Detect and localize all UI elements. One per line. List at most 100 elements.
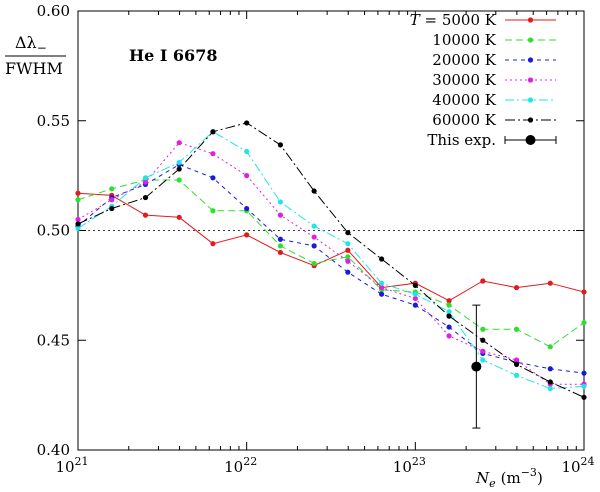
- legend-swatch-point-2: [527, 57, 534, 63]
- data-point: [142, 212, 149, 218]
- data-point: [277, 212, 284, 218]
- data-point: [480, 348, 486, 354]
- data-point: [277, 249, 284, 256]
- data-point: [142, 194, 149, 201]
- experiment-point: [471, 361, 482, 372]
- data-point: [581, 370, 587, 376]
- legend-label-3: 30000 K: [432, 71, 496, 89]
- data-point: [277, 236, 284, 242]
- x-axis-label: Ne (m−3): [475, 466, 543, 490]
- legend: T = 5000 K 10000 K 20000 K 30000 K 40000 K 60…: [410, 11, 557, 149]
- legend-label-rest: = 5000 K: [420, 11, 497, 29]
- data-point: [547, 280, 553, 286]
- data-point: [446, 324, 452, 330]
- x-tick-label-base: 10: [224, 458, 243, 476]
- legend-swatch-point-0: [527, 17, 534, 23]
- data-point: [176, 140, 182, 146]
- legend-label-2: 20000 K: [432, 51, 496, 69]
- data-point: [547, 379, 553, 385]
- data-point: [345, 230, 351, 236]
- data-point: [547, 385, 553, 392]
- series-line-2: [77, 164, 585, 374]
- data-point: [412, 291, 418, 297]
- data-point: [210, 129, 216, 135]
- data-point: [75, 221, 81, 227]
- x-axis-label-subscript: e: [489, 477, 496, 490]
- y-axis-label-numerator: Δλ: [15, 33, 37, 52]
- x-axis-label-units-exp: −3: [521, 466, 537, 479]
- series-line-5: [77, 122, 585, 398]
- data-point: [311, 234, 317, 240]
- data-point: [277, 243, 284, 249]
- chart-annotation: He I 6678: [129, 46, 217, 65]
- svg-text:Δλ−: Δλ−: [15, 33, 47, 55]
- data-point: [446, 298, 452, 304]
- data-point: [176, 166, 182, 172]
- x-tick-label-exp: 23: [412, 455, 426, 468]
- data-point: [345, 247, 351, 253]
- data-point: [277, 142, 284, 148]
- data-point: [513, 372, 520, 378]
- data-point: [176, 177, 182, 183]
- data-point: [244, 205, 250, 212]
- data-point: [412, 282, 418, 288]
- data-point: [345, 254, 351, 260]
- y-tick-label: 0.50: [37, 222, 70, 240]
- experiment-layer: [471, 304, 482, 429]
- data-point: [176, 159, 182, 166]
- data-point: [446, 313, 452, 319]
- series-line-0: [77, 192, 585, 302]
- data-point: [379, 256, 385, 262]
- data-point: [311, 223, 317, 229]
- data-point: [480, 278, 486, 284]
- data-point: [109, 197, 115, 203]
- x-tick-label-exp: 22: [243, 455, 257, 468]
- data-point: [379, 280, 385, 286]
- data-point: [142, 175, 149, 181]
- data-point: [379, 291, 385, 297]
- data-point: [581, 394, 587, 400]
- data-point: [75, 216, 81, 223]
- x-tick-label-exp: 24: [581, 455, 595, 468]
- x-tick-label-exp: 21: [75, 455, 89, 468]
- data-point: [513, 326, 520, 332]
- data-point: [109, 205, 115, 212]
- y-tick-label: 0.60: [37, 2, 70, 20]
- legend-experiment-point: [525, 135, 536, 145]
- data-point: [446, 302, 452, 308]
- data-point: [210, 241, 216, 247]
- data-point: [412, 295, 418, 302]
- x-tick-label: 1023: [393, 455, 426, 476]
- data-point: [547, 344, 553, 350]
- data-point: [345, 269, 351, 275]
- data-point: [176, 214, 182, 220]
- y-tick-label: 0.40: [37, 441, 70, 459]
- data-point: [210, 175, 216, 181]
- data-point: [311, 243, 317, 249]
- data-point: [513, 357, 520, 363]
- data-point: [311, 260, 317, 267]
- legend-swatch-point-4: [527, 97, 534, 103]
- data-point: [210, 151, 216, 157]
- x-tick-label: 1021: [55, 455, 88, 476]
- data-point: [277, 199, 284, 205]
- data-point: [75, 190, 81, 196]
- legend-swatch-point-3: [527, 77, 534, 83]
- legend-swatch-point-1: [527, 37, 534, 43]
- data-point: [244, 232, 250, 238]
- data-point: [210, 208, 216, 214]
- data-point: [581, 320, 587, 326]
- data-point: [412, 302, 418, 308]
- data-point: [109, 186, 115, 192]
- data-point: [480, 337, 486, 343]
- legend-label-1: 10000 K: [432, 31, 496, 49]
- legend-label-4: 40000 K: [432, 91, 496, 109]
- data-point: [480, 326, 486, 332]
- series-layer: [75, 120, 587, 400]
- legend-label-symbol: T: [410, 11, 421, 29]
- data-point: [75, 225, 81, 231]
- data-point: [379, 284, 385, 291]
- x-tick-label: 1024: [561, 455, 594, 476]
- legend-swatch-point-5: [527, 117, 534, 123]
